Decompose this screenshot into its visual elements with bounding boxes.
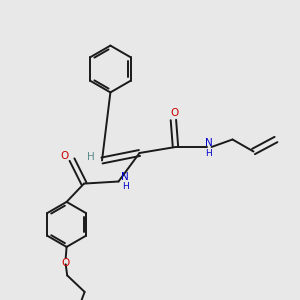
Text: N: N [121, 172, 129, 182]
Text: H: H [122, 182, 128, 191]
Text: H: H [205, 149, 212, 158]
Text: H: H [87, 152, 94, 162]
Text: N: N [205, 137, 212, 148]
Text: O: O [61, 258, 70, 268]
Text: O: O [171, 108, 179, 118]
Text: O: O [60, 151, 69, 161]
